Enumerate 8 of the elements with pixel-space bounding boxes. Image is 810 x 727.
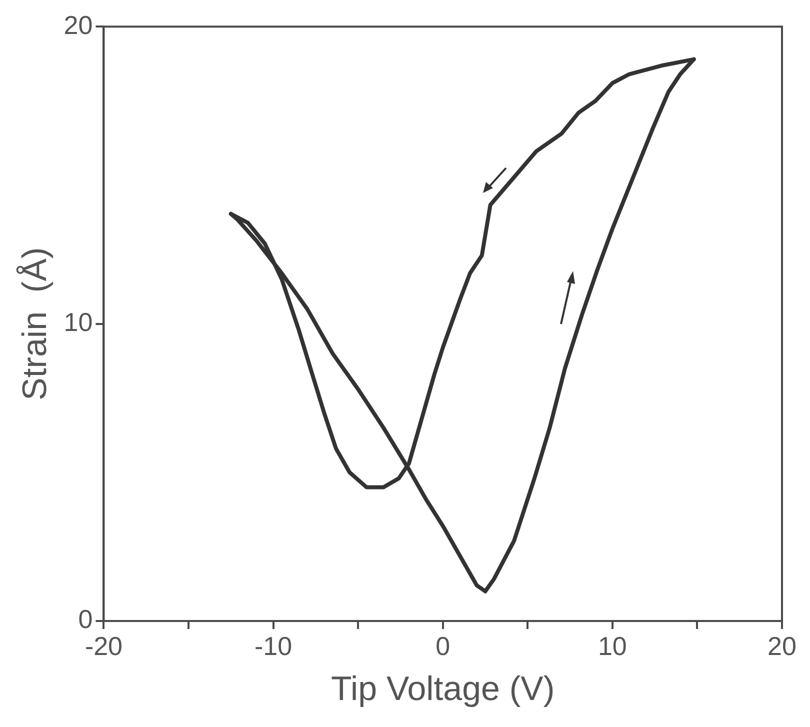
y-tick-label: 20 bbox=[64, 10, 93, 40]
y-axis-title: Strain (Å) bbox=[16, 247, 54, 400]
x-axis-title: Tip Voltage (V) bbox=[331, 670, 555, 708]
y-tick-label: 10 bbox=[64, 306, 93, 337]
x-tick-label: 0 bbox=[436, 630, 450, 661]
x-tick-label: 10 bbox=[598, 630, 627, 661]
x-tick-label: 20 bbox=[768, 630, 796, 661]
x-tick-label: -10 bbox=[254, 630, 292, 661]
